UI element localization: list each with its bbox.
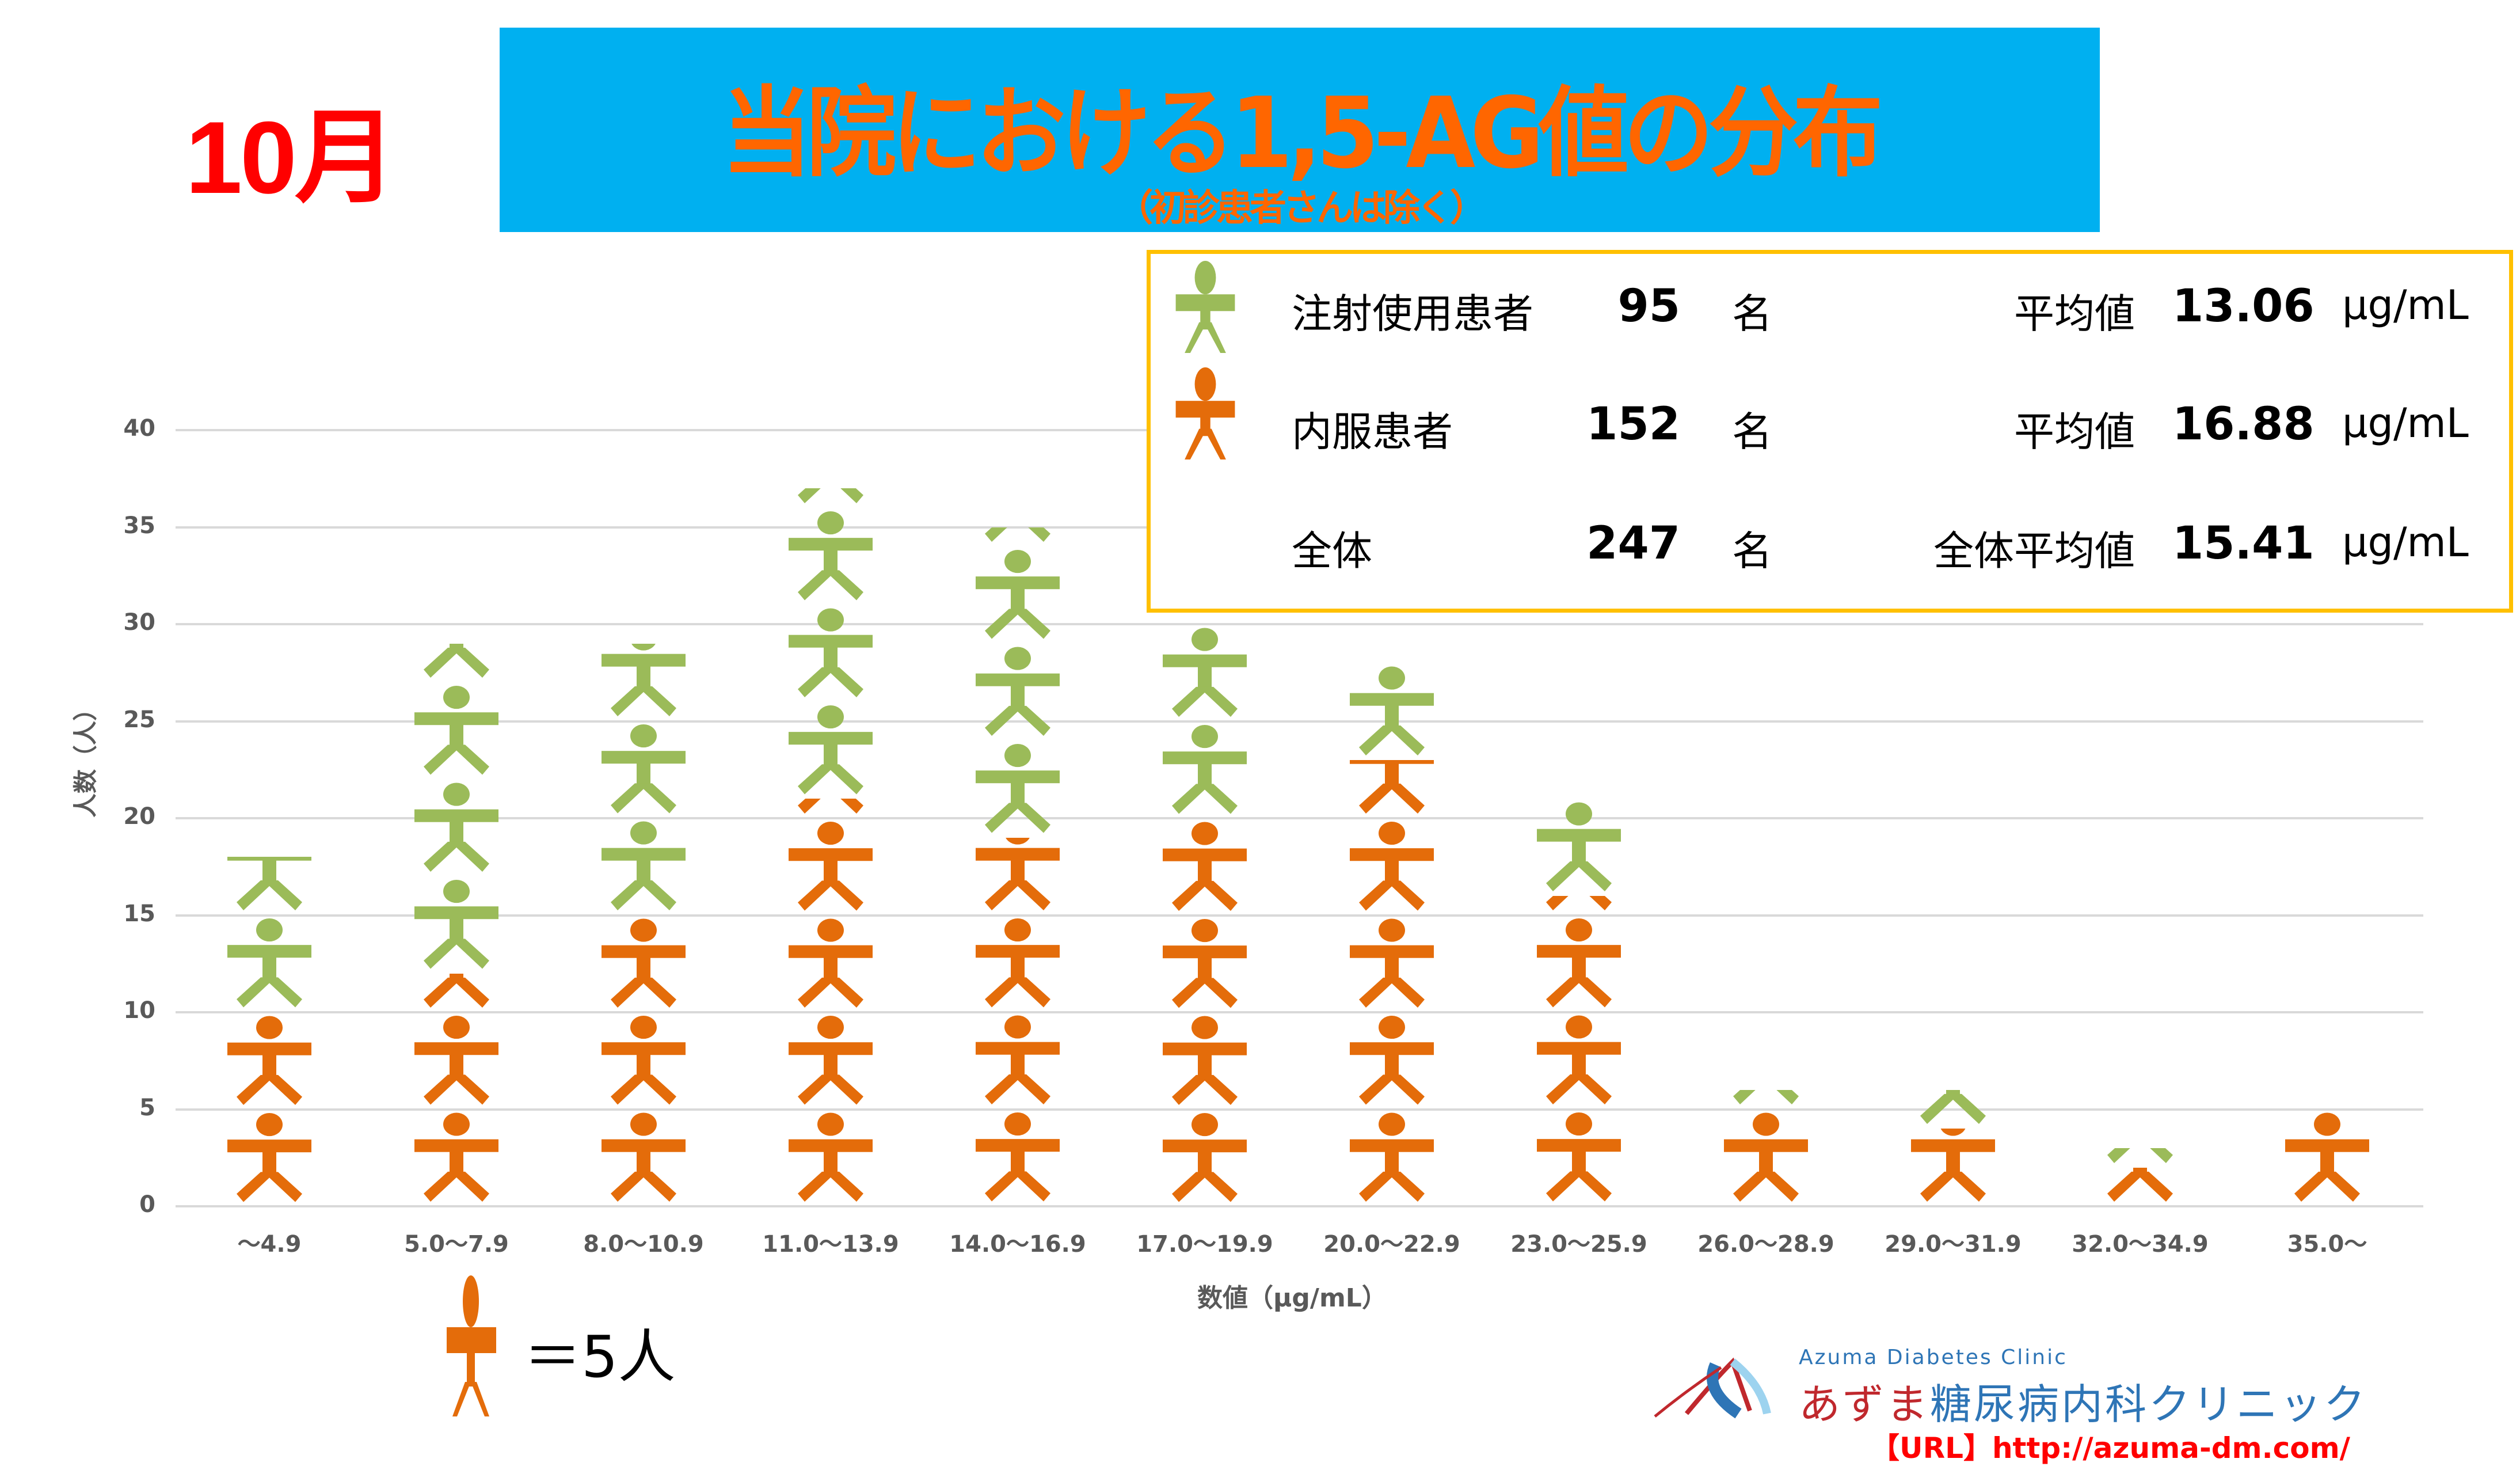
gridline [176,1011,2423,1013]
chart-title: 当院における1,5-AG値の分布 [721,77,1883,191]
legend-row-injection: 注射使用患者 95 名 平均値 13.06 μg/mL [1151,254,2509,353]
y-tick-label: 10 [123,997,155,1024]
x-tick-label: 14.0～16.9 [949,1231,1086,1258]
person-green-icon [1175,261,1235,353]
bar-segment [226,1012,313,1206]
bar-segment [1536,799,1622,896]
clinic-logo-mark-icon [1654,1357,1771,1419]
clinic-logo: Azuma Diabetes Clinic あずま糖尿病内科クリニック 【URL… [1652,1339,2515,1465]
bar-segment [1910,1089,1996,1129]
y-tick-label: 15 [123,900,155,927]
x-tick-label: 35.0～ [2287,1231,2367,1258]
legend-name: 全体 [1292,527,1372,575]
legend-name: 内服患者 [1292,408,1453,455]
gridline [176,1205,2423,1207]
y-axis-label: 人数（人） [71,696,100,818]
gridline [176,623,2423,625]
gridline [176,914,2423,917]
x-tick-label: 26.0～28.9 [1697,1231,1834,1258]
bar-segment [787,799,874,1206]
bar-segment [974,837,1061,1206]
y-tick-label: 30 [123,609,155,636]
legend-count: 95 [1617,280,1680,332]
gridline [176,1108,2423,1111]
bar-segment [1723,1110,1809,1207]
month-label: 10月 [185,100,397,215]
bar-segment [226,857,313,1012]
legend-avg-value: 16.88 [2172,398,2315,450]
clinic-name-jp: あずま糖尿病内科クリニック [1799,1370,2367,1431]
bar-segment [787,488,874,799]
y-tick-label: 40 [123,415,155,442]
gridline [176,720,2423,723]
legend-name: 注射使用患者 [1292,290,1533,337]
x-tick-label: ～4.9 [237,1231,302,1258]
title-banner: 当院における1,5-AG値の分布 （初診患者さんは除く） [500,28,2100,232]
bar-segment [1162,818,1248,1206]
legend-avg-value: 15.41 [2172,518,2315,569]
legend-count-unit: 名 [1732,408,1772,455]
clinic-name-jp-blue: 糖尿病内科クリニック [1930,1380,2368,1429]
legend-box: 注射使用患者 95 名 平均値 13.06 μg/mL 内服患者 152 名 平… [1147,250,2513,613]
legend-avg-value: 13.06 [2172,280,2315,332]
bar-segment [1349,759,1435,1206]
legend-avg-label: 全体平均値 [1933,527,2135,575]
legend-avg-unit: μg/mL [2342,400,2469,447]
legend-row-oral: 内服患者 152 名 平均値 16.88 μg/mL [1151,367,2509,459]
bar-segment [1536,895,1622,1206]
bar-segment [1349,663,1435,760]
clinic-name-jp-red: あずま [1799,1380,1931,1429]
clinic-name-en: Azuma Diabetes Clinic [1799,1346,2068,1369]
x-tick-label: 11.0～13.9 [762,1231,899,1258]
x-axis-label: 数値（μg/mL） [1197,1283,1387,1313]
x-tick-label: 5.0～7.9 [404,1231,509,1258]
gridline [176,817,2423,819]
bar-segment [2097,1148,2183,1168]
legend-row-total: 全体 247 名 全体平均値 15.41 μg/mL [1151,491,2509,578]
y-tick-label: 0 [139,1191,155,1218]
x-tick-label: 8.0～10.9 [583,1231,704,1258]
y-tick-label: 25 [123,706,155,733]
y-tick-label: 35 [123,512,155,539]
x-tick-label: 20.0～22.9 [1323,1231,1460,1258]
x-tick-label: 17.0～19.9 [1136,1231,1273,1258]
legend-count: 152 [1586,398,1680,450]
clinic-url: 【URL】http://azuma-dm.com/ [1871,1431,2350,1465]
scale-note: ＝5人 [524,1323,676,1391]
bar-segment [974,527,1061,838]
bar-segment [600,916,687,1207]
person-orange-icon [1175,367,1235,459]
bar-segment [1162,624,1248,818]
legend-avg-label: 平均値 [2014,290,2135,337]
chart-subtitle: （初診患者さんは除く） [1116,187,1487,230]
bar-segment [413,643,500,974]
legend-count: 247 [1586,518,1680,569]
legend-count-unit: 名 [1732,290,1772,337]
legend-avg-label: 平均値 [2014,408,2135,455]
bar-segment [1723,1089,1809,1110]
legend-count-unit: 名 [1732,527,1772,575]
y-tick-label: 5 [139,1094,155,1121]
bar-segment [413,973,500,1206]
bar-segment [1910,1129,1996,1206]
person-scale-icon [447,1275,496,1416]
x-tick-label: 23.0～25.9 [1510,1231,1647,1258]
y-tick-label: 20 [123,803,155,830]
bar-segment [2284,1110,2370,1207]
x-tick-label: 32.0～34.9 [2072,1231,2209,1258]
bar-segment [600,643,687,916]
legend-avg-unit: μg/mL [2342,519,2469,566]
x-tick-label: 29.0～31.9 [1885,1231,2022,1258]
bar-segment [2097,1167,2183,1206]
legend-avg-unit: μg/mL [2342,282,2469,329]
